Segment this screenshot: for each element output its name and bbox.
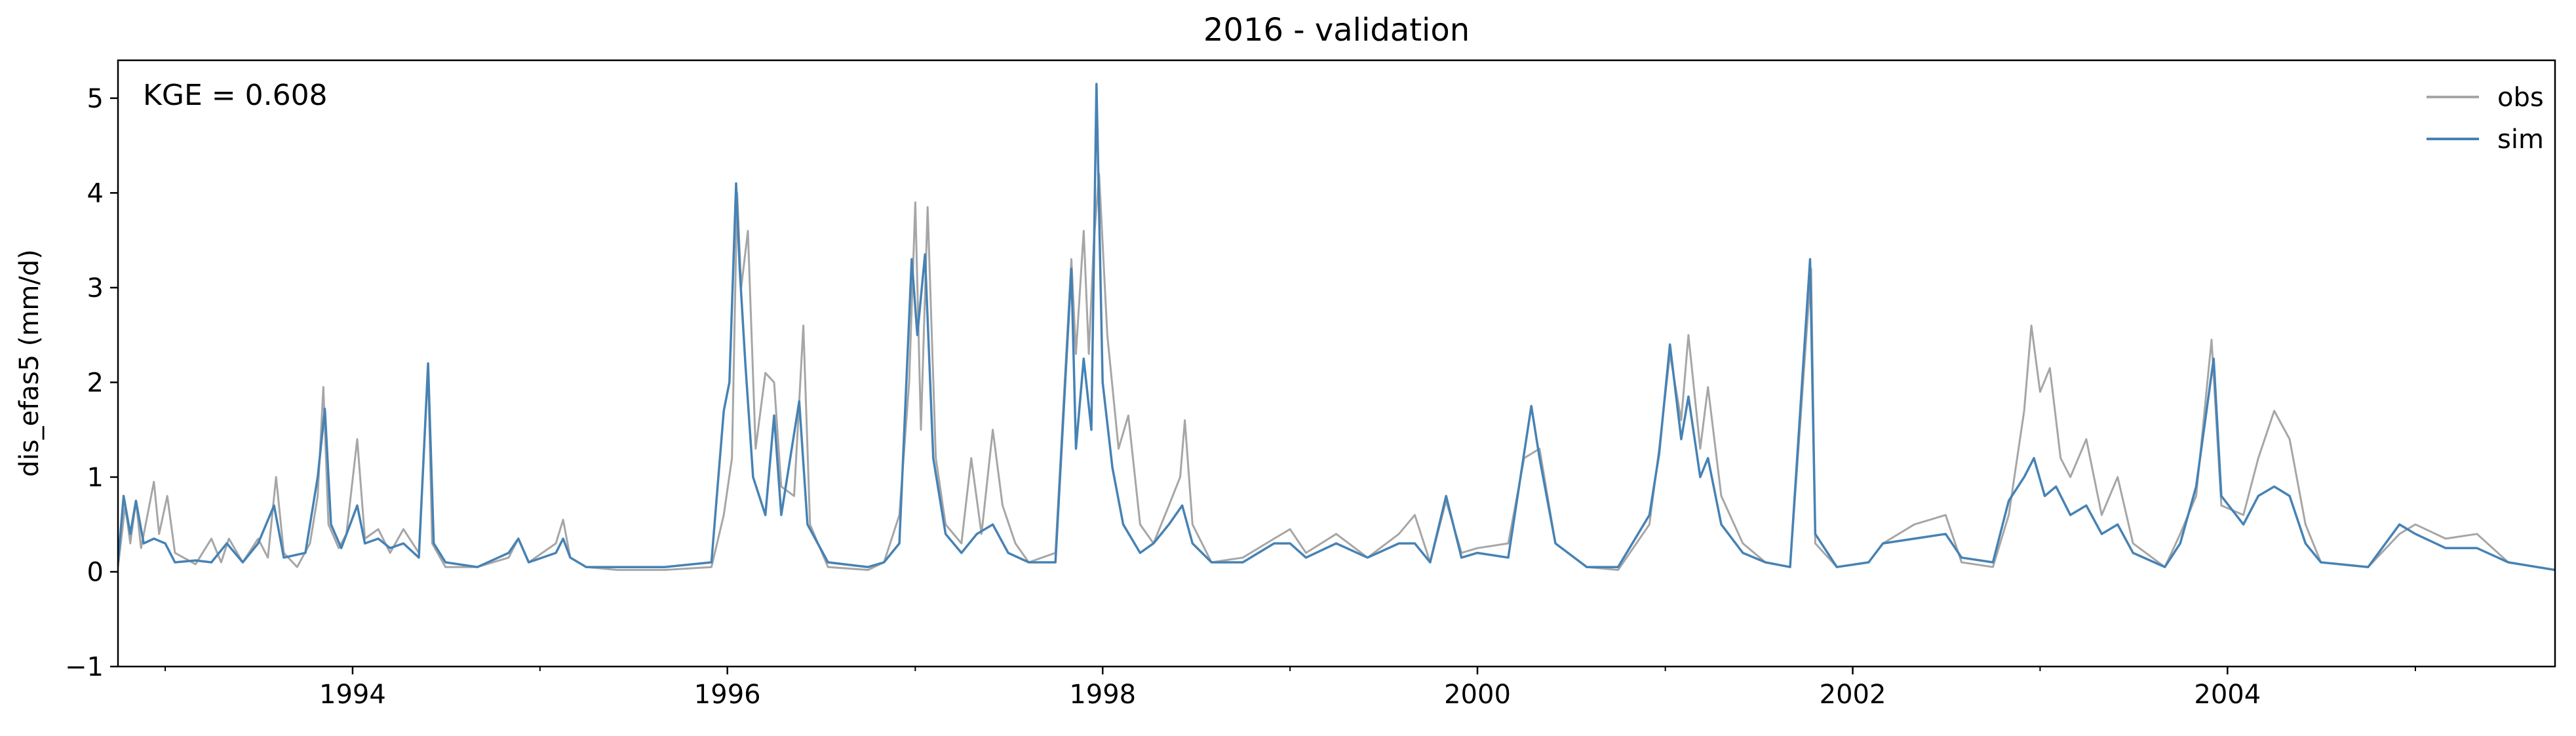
y-axis-label: dis_efas5 (mm/d) [14, 249, 45, 477]
series-line-sim [118, 83, 2555, 571]
y-tick-label: 4 [87, 178, 104, 208]
y-tick-label: 3 [87, 273, 104, 303]
y-tick-label: 5 [87, 84, 104, 114]
legend-label-obs: obs [2497, 83, 2544, 113]
series-layer [118, 83, 2555, 571]
x-tick-label: 1996 [694, 680, 761, 710]
plot-area [117, 59, 2556, 668]
y-tick-label: 2 [87, 368, 104, 398]
x-tick-label: 1994 [319, 680, 386, 710]
series-line-obs [118, 172, 2555, 571]
plot-frame [117, 59, 2556, 668]
legend-label-sim: sim [2497, 125, 2544, 155]
chart-title: 2016 - validation [1203, 12, 1470, 48]
kge-annotation: KGE = 0.608 [143, 79, 328, 112]
x-tick-label: 2000 [1444, 680, 1511, 710]
x-tick-label: 1998 [1069, 680, 1136, 710]
y-tick-label: −1 [65, 652, 104, 682]
y-axis: −1 0 1 2 3 4 5 [65, 84, 118, 682]
y-tick-label: 0 [87, 557, 104, 587]
x-tick-label: 2002 [1820, 680, 1886, 710]
x-tick-label: 2004 [2194, 680, 2261, 710]
y-tick-label: 1 [87, 463, 104, 493]
x-axis: 1994 1996 1998 2000 2002 2004 [165, 667, 2416, 710]
legend: obs sim [2427, 83, 2544, 155]
